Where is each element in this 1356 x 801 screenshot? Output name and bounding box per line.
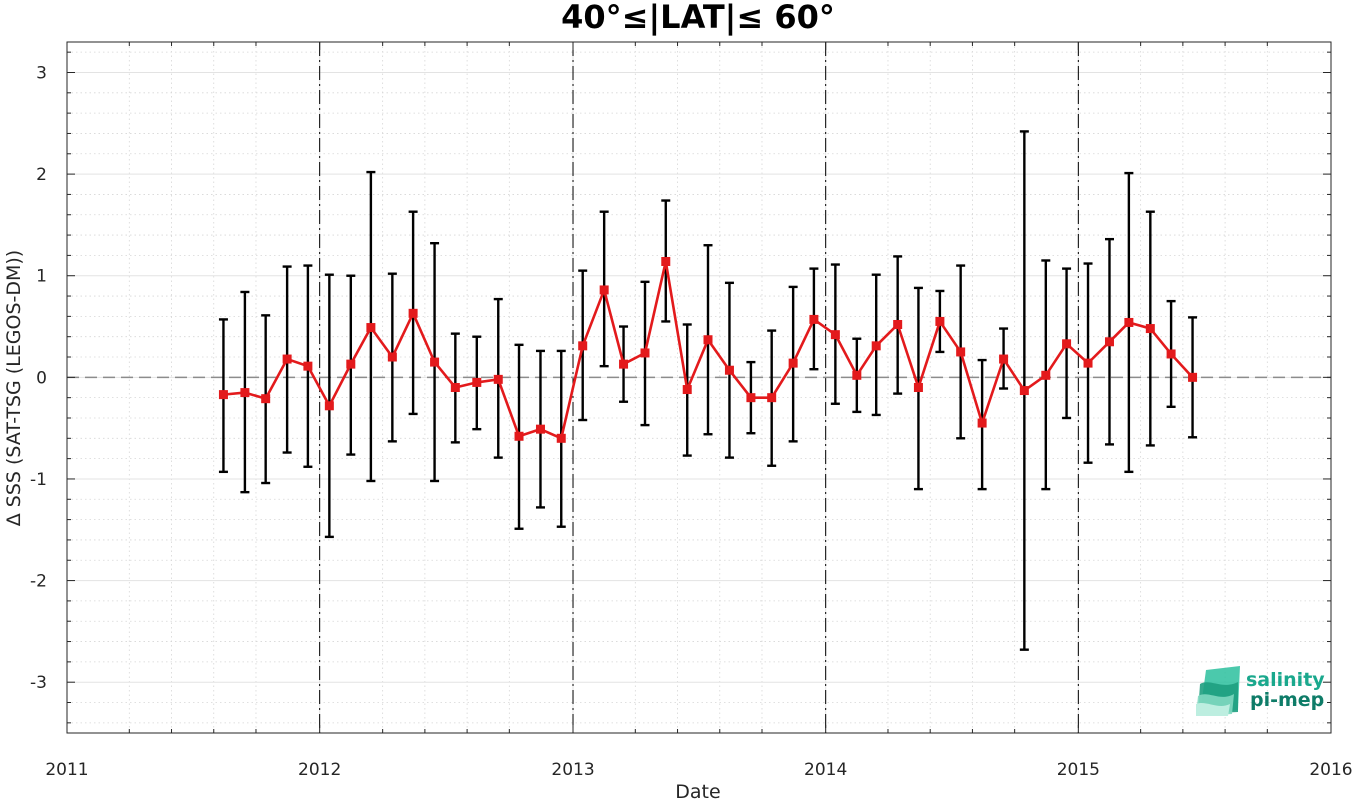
data-point (661, 256, 671, 266)
data-point (977, 418, 987, 428)
y-tick-label: -3 (30, 673, 47, 693)
data-point (1019, 386, 1029, 396)
data-point (1145, 324, 1155, 334)
y-tick-label: 3 (36, 63, 47, 83)
data-point (724, 365, 734, 375)
data-markers (218, 256, 1198, 443)
data-point (809, 314, 819, 324)
data-point (788, 358, 798, 368)
plot-frame (66, 41, 1332, 734)
data-point (387, 352, 397, 362)
data-point (956, 347, 966, 357)
y-tick-label: 2 (36, 165, 47, 185)
data-point (852, 370, 862, 380)
y-tick-label: 1 (36, 267, 47, 287)
data-point (324, 401, 334, 411)
axis-ticks (66, 42, 1332, 733)
data-point (893, 319, 903, 329)
data-point (682, 385, 692, 395)
data-point (535, 424, 545, 434)
x-tick-label: 2011 (45, 760, 88, 780)
y-tick-label: 0 (36, 368, 47, 388)
data-point (935, 316, 945, 326)
data-point (556, 433, 566, 443)
grid (66, 42, 1332, 733)
data-point (1166, 349, 1176, 359)
y-tick-label: -1 (30, 470, 47, 490)
data-point (261, 394, 271, 404)
data-point (599, 285, 609, 295)
data-point (282, 354, 292, 364)
data-point (1188, 372, 1198, 382)
data-point (1041, 370, 1051, 380)
y-axis-label: Δ SSS (SAT-TSG (LEGOS-DM)) (3, 250, 25, 526)
data-point (303, 361, 313, 371)
data-point (767, 393, 777, 403)
data-point (1104, 337, 1114, 347)
data-point (913, 383, 923, 392)
chart-title: 40°≤|LAT|≤ 60° (561, 0, 835, 37)
x-tick-label: 2015 (1057, 760, 1100, 780)
data-point (1124, 317, 1134, 327)
data-point (830, 330, 840, 340)
data-point (408, 308, 418, 318)
data-point (871, 341, 881, 351)
error-bars (218, 130, 1198, 651)
data-point (578, 341, 588, 351)
x-tick-label: 2012 (298, 760, 341, 780)
x-tick-label: 2016 (1309, 760, 1352, 780)
y-tick-label: -2 (30, 572, 47, 592)
data-point (999, 354, 1009, 364)
logo-line2: pi-mep (1250, 689, 1324, 711)
data-point (240, 388, 250, 398)
data-point (493, 374, 503, 384)
x-axis-label: Date (675, 781, 720, 801)
tick-labels: -3 -2 -1 0 1 2 3 2011 2012 2013 2014 2015 2016 (30, 63, 1353, 780)
x-tick-label: 2013 (551, 760, 594, 780)
data-point (366, 323, 376, 333)
data-point (746, 393, 756, 403)
data-point (703, 335, 713, 345)
salinity-pi-mep-logo: salinity pi-mep (1196, 666, 1325, 716)
logo-line1: salinity (1246, 669, 1325, 691)
data-point (218, 390, 228, 400)
wave-logo-icon (1196, 666, 1240, 716)
data-point (450, 383, 460, 392)
data-point (514, 431, 524, 441)
data-point (430, 357, 440, 367)
data-point (640, 348, 650, 358)
data-point (472, 377, 482, 387)
data-point (619, 359, 629, 369)
data-point (346, 359, 356, 369)
data-point (1062, 339, 1072, 349)
x-tick-label: 2014 (804, 760, 847, 780)
data-point (1083, 358, 1093, 368)
